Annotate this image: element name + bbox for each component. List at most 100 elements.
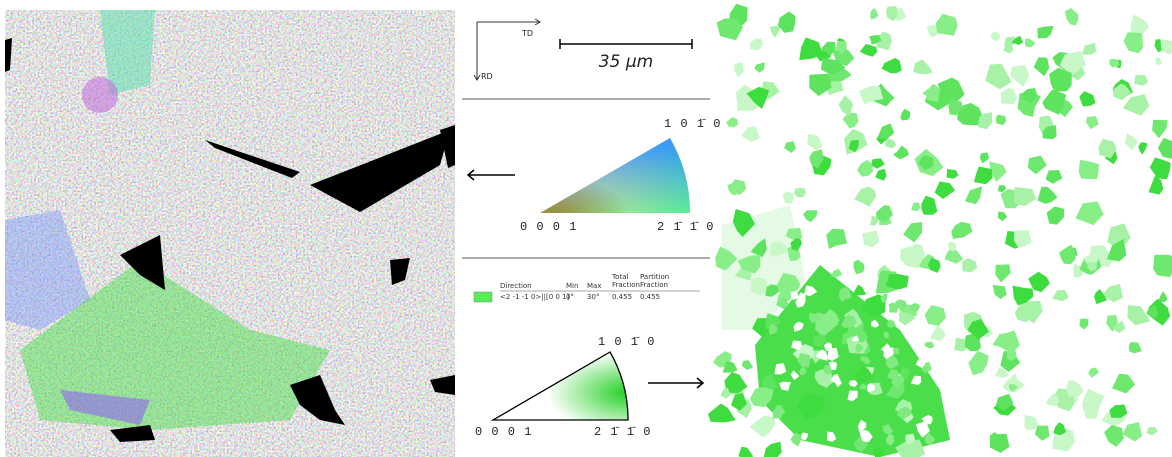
grain [826,228,848,249]
grain [855,343,864,354]
grain [886,6,898,22]
grain [738,446,754,457]
grain [790,237,802,251]
grain [1130,14,1149,37]
grain [722,360,738,373]
orientation-axes [473,18,541,81]
grain [838,287,852,303]
grain [1081,42,1096,55]
grain [855,366,874,385]
grain [929,325,946,342]
grain [774,363,787,375]
grain [869,34,882,45]
grain [883,331,890,339]
grain [795,292,806,308]
grain [1128,342,1142,354]
grain [750,38,764,51]
grain [995,367,1010,378]
grain [1038,115,1054,136]
grain [871,158,885,169]
grain [848,140,859,153]
grain [1046,392,1060,407]
grain [1037,26,1054,39]
grain [1034,425,1050,441]
unindexed-regions [5,38,455,442]
selection-triangle [490,351,629,421]
grain [797,353,811,368]
grain [870,215,879,226]
grain [873,446,885,457]
grain [841,314,857,328]
grain [880,343,893,354]
grain [1123,32,1143,54]
sel-right-label: 2 1̄ 1̄ 0 [594,425,651,439]
grain [20,260,330,430]
grain [784,141,796,153]
grain [951,221,973,239]
grain [779,381,792,391]
grain [859,429,873,443]
grain [60,390,150,425]
grain [815,349,828,361]
grain [1000,88,1017,105]
grain [964,186,983,205]
grain [995,114,1006,126]
grain [809,312,820,323]
grain [1138,142,1148,155]
grain [762,374,778,390]
grain [737,254,761,274]
grain [798,367,807,375]
grain [875,168,887,181]
grain [790,370,800,381]
grain [853,259,865,275]
sel-left-label: 0 0 0 1 [475,425,532,439]
grain [1037,186,1058,204]
grain [734,61,744,78]
grain [765,284,779,297]
grain [828,361,837,371]
grain [859,383,867,390]
grain [1113,83,1132,101]
grain [1106,315,1118,332]
grain [804,285,818,297]
grain [909,302,920,313]
grain [5,210,90,330]
grain [720,387,731,399]
arrow-left [466,169,515,181]
grain [979,152,990,164]
scale-bar [559,39,693,49]
grain [866,383,875,393]
grain [835,40,847,55]
table-header: Min [566,282,578,290]
table-header: Direction [500,282,532,290]
grain [1158,291,1168,303]
grain [1012,285,1034,306]
grain [903,222,923,243]
ipf-right-label: 2 1̄ 1̄ 0 [657,220,714,234]
grain [877,123,895,140]
grain [1028,271,1050,293]
grain [885,354,900,369]
grain [854,186,877,207]
grain [800,432,809,441]
grain [768,323,778,335]
grain [799,37,824,61]
grain [1075,201,1104,226]
grain [944,248,964,264]
selection-map [707,3,1172,457]
table-header: Partition [640,273,669,281]
grain [785,227,803,241]
grain [880,293,888,303]
grain [823,342,833,352]
grain [946,168,959,179]
grain [913,59,933,75]
grain [871,319,880,328]
grain [1078,159,1099,180]
ipf-left-label: 0 0 0 1 [520,220,577,234]
grain [990,433,1010,453]
grain [1098,138,1117,159]
grain [1066,380,1084,398]
td-label: TD [521,29,533,38]
table-cell: 0° [566,293,574,301]
grain [921,195,938,215]
